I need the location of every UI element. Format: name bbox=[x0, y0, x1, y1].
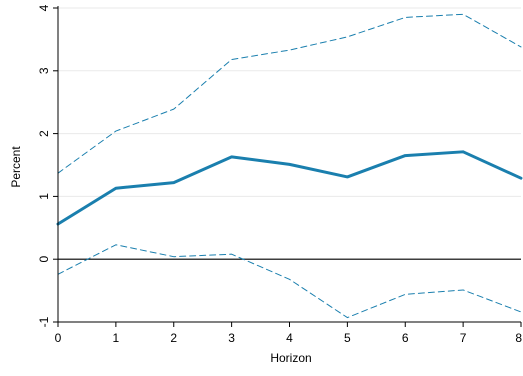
y-tick-label: 0 bbox=[37, 256, 51, 263]
axis-layer: -1 0 1 2 3 4 0 1 2 3 4 5 6 7 8 bbox=[37, 4, 522, 345]
y-tick-label: 1 bbox=[37, 193, 51, 200]
x-tick-label: 6 bbox=[402, 331, 409, 345]
estimate-line bbox=[56, 150, 523, 226]
y-tick-label: 4 bbox=[37, 4, 51, 11]
series-layer bbox=[56, 13, 523, 319]
x-tick-label: 5 bbox=[344, 331, 351, 345]
x-tick-label: 1 bbox=[113, 331, 120, 345]
x-axis-title: Horizon bbox=[270, 351, 311, 365]
x-tick-label: 4 bbox=[286, 331, 293, 345]
upper-bound-line bbox=[57, 13, 522, 174]
y-tick-label: 3 bbox=[37, 67, 51, 74]
x-tick-label: 2 bbox=[170, 331, 177, 345]
x-tick-label: 7 bbox=[460, 331, 467, 345]
x-tick-label: 3 bbox=[228, 331, 235, 345]
y-tick-label: -1 bbox=[37, 316, 51, 327]
x-tick-label: 8 bbox=[515, 331, 522, 345]
lower-bound-line bbox=[57, 244, 522, 319]
y-tick-label: 2 bbox=[37, 130, 51, 137]
x-tick-label: 0 bbox=[55, 331, 62, 345]
y-axis-title: Percent bbox=[9, 146, 23, 188]
